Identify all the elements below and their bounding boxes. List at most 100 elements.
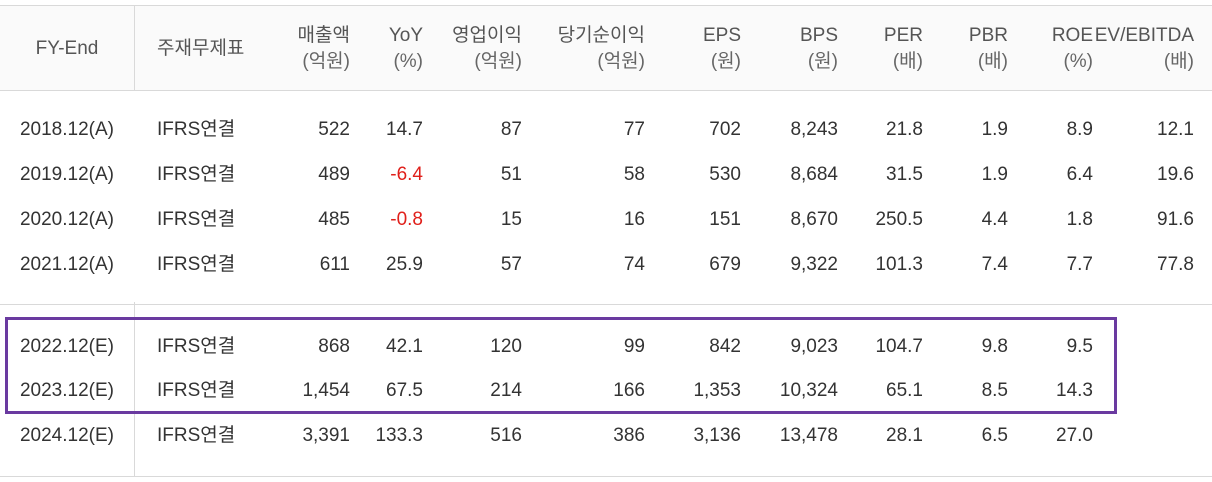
- column-header-unit: (원): [710, 51, 741, 72]
- table-cell-period: 2023.12(E): [19, 380, 114, 401]
- table-cell-pbr: 9.8: [981, 336, 1008, 357]
- table-cell-pbr: 8.5: [981, 380, 1008, 401]
- table-cell-per: 28.1: [886, 425, 923, 446]
- table-cell-roe: 1.8: [1066, 209, 1093, 230]
- column-header-unit: (억원): [597, 51, 645, 72]
- column-header-label: 매출액: [297, 25, 350, 46]
- actual-estimate-divider: [0, 304, 1212, 305]
- table-cell-basis: IFRS연결: [157, 254, 236, 275]
- table-cell-basis: IFRS연결: [157, 336, 236, 357]
- column-header-unit: (배): [1163, 51, 1194, 72]
- table-cell-pbr: 6.5: [981, 425, 1008, 446]
- table-cell-bps: 9,322: [790, 254, 838, 275]
- table-cell-revenue: 485: [318, 209, 350, 230]
- column-header-unit: (배): [892, 51, 923, 72]
- column-header-roe: ROE (%): [1052, 23, 1093, 75]
- table-cell-revenue: 868: [318, 336, 350, 357]
- table-cell-revenue: 489: [318, 164, 350, 185]
- table-cell-eps: 3,136: [693, 425, 741, 446]
- table-cell-basis: IFRS연결: [157, 119, 236, 140]
- table-cell-ev-ebitda: 91.6: [1157, 209, 1194, 230]
- table-cell-per: 31.5: [886, 164, 923, 185]
- table-cell-net-income: 58: [623, 164, 645, 185]
- table-cell-op-income: 120: [490, 336, 522, 357]
- column-header-label: EPS: [702, 25, 741, 46]
- table-cell-yoy: 67.5: [386, 380, 423, 401]
- table-cell-ev-ebitda: 19.6: [1157, 164, 1194, 185]
- table-cell-ev-ebitda: 77.8: [1157, 254, 1194, 275]
- column-header-unit: (%): [393, 51, 423, 72]
- table-cell-pbr: 1.9: [981, 119, 1008, 140]
- table-cell-eps: 679: [709, 254, 741, 275]
- table-cell-roe: 7.7: [1066, 254, 1093, 275]
- column-header-label: YoY: [388, 25, 423, 46]
- table-cell-revenue: 611: [319, 254, 350, 275]
- table-cell-pbr: 7.4: [981, 254, 1008, 275]
- estimate-highlight-box: [5, 317, 1117, 414]
- column-header-label: 영업이익: [452, 25, 522, 46]
- table-cell-op-income: 87: [500, 119, 522, 140]
- table-header-background: [0, 5, 1212, 90]
- column-header-unit: (원): [807, 51, 838, 72]
- table-cell-net-income: 99: [623, 336, 645, 357]
- table-cell-period: 2019.12(A): [19, 164, 114, 185]
- table-cell-pbr: 1.9: [981, 164, 1008, 185]
- table-cell-basis: IFRS연결: [157, 209, 236, 230]
- column-header-label: FY-End: [35, 38, 99, 59]
- column-header-label: ROE: [1051, 25, 1093, 46]
- table-cell-revenue: 522: [318, 119, 350, 140]
- table-cell-op-income: 214: [490, 380, 522, 401]
- table-cell-per: 104.7: [875, 336, 923, 357]
- table-cell-op-income: 15: [500, 209, 522, 230]
- column-header-net-income: 당기순이익 (억원): [558, 23, 645, 75]
- column-header-op-income: 영업이익 (억원): [452, 23, 522, 75]
- column-header-label: EV/EBITDA: [1094, 25, 1194, 46]
- table-cell-bps: 13,478: [779, 425, 838, 446]
- column-header-unit: (억원): [302, 51, 350, 72]
- header-divider: [0, 90, 1212, 91]
- table-cell-eps: 702: [709, 119, 741, 140]
- table-cell-op-income: 57: [500, 254, 522, 275]
- table-cell-net-income: 74: [623, 254, 645, 275]
- table-cell-eps: 842: [709, 336, 741, 357]
- table-cell-roe: 6.4: [1066, 164, 1093, 185]
- table-cell-roe: 14.3: [1056, 380, 1093, 401]
- column-header-unit: (%): [1063, 51, 1093, 72]
- table-cell-bps: 10,324: [779, 380, 838, 401]
- table-cell-per: 101.3: [875, 254, 923, 275]
- table-cell-op-income: 51: [500, 164, 522, 185]
- column-header-pbr: PBR (배): [969, 23, 1008, 75]
- table-cell-eps: 1,353: [693, 380, 741, 401]
- table-cell-eps: 530: [709, 164, 741, 185]
- column-header-label: 당기순이익: [557, 25, 645, 46]
- table-cell-yoy: 14.7: [386, 119, 423, 140]
- table-cell-basis: IFRS연결: [157, 425, 236, 446]
- table-cell-period: 2020.12(A): [19, 209, 114, 230]
- table-cell-net-income: 386: [613, 425, 645, 446]
- table-cell-basis: IFRS연결: [157, 380, 236, 401]
- table-cell-per: 250.5: [875, 209, 923, 230]
- column-header-ev-ebitda: EV/EBITDA (배): [1095, 23, 1194, 75]
- table-bottom-border: [0, 476, 1212, 477]
- table-cell-roe: 27.0: [1056, 425, 1093, 446]
- column-header-label: BPS: [799, 25, 838, 46]
- table-top-border: [0, 5, 1212, 6]
- table-cell-bps: 8,243: [790, 119, 838, 140]
- column-header-basis: 주재무제표: [157, 36, 267, 62]
- table-cell-yoy: 133.3: [375, 425, 423, 446]
- column-header-unit: (배): [977, 51, 1008, 72]
- table-cell-basis: IFRS연결: [157, 164, 236, 185]
- column-header-label: 주재무제표: [157, 38, 245, 59]
- column-header-label: PER: [883, 25, 923, 46]
- table-cell-revenue: 1,454: [302, 380, 350, 401]
- table-cell-op-income: 516: [490, 425, 522, 446]
- table-cell-bps: 8,670: [790, 209, 838, 230]
- table-cell-pbr: 4.4: [981, 209, 1008, 230]
- table-cell-roe: 8.9: [1066, 119, 1093, 140]
- table-cell-eps: 151: [709, 209, 741, 230]
- table-cell-bps: 9,023: [790, 336, 838, 357]
- table-cell-bps: 8,684: [790, 164, 838, 185]
- column-header-yoy: YoY (%): [389, 23, 423, 75]
- table-cell-roe: 9.5: [1066, 336, 1093, 357]
- column-header-eps: EPS (원): [703, 23, 741, 75]
